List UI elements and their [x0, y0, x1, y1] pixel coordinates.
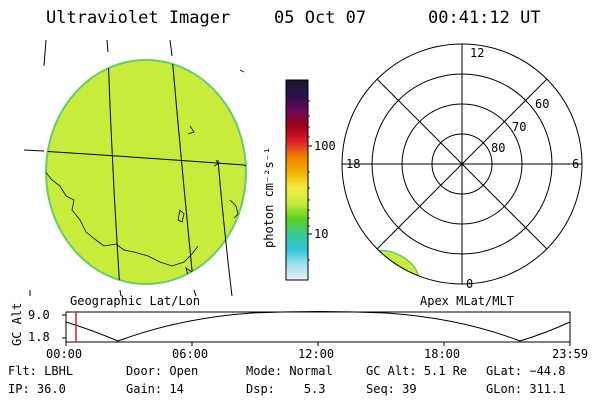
altitude-plot [62, 311, 571, 346]
colorbar-rect [285, 79, 309, 281]
polar-panel [341, 43, 583, 285]
mlt-label-0: 0 [466, 277, 474, 291]
apex-caption: Apex MLat/MLT [420, 294, 514, 308]
geographic-panel [23, 39, 247, 297]
colorbar [285, 79, 312, 281]
colorbar-tick-10: 10 [314, 227, 329, 241]
info-mode: Mode: Normal [246, 364, 333, 378]
colorbar-tick-100: 100 [314, 139, 336, 153]
x-tick-1200: 12:00 [298, 347, 335, 361]
info-ip: IP: 36.0 [8, 382, 66, 396]
x-tick-1800: 18:00 [424, 347, 461, 361]
y-tick-1-8: 1.8 [28, 330, 50, 344]
auroral-image-disk [45, 59, 247, 285]
x-tick-2359: 23:59 [552, 347, 589, 361]
info-seq: Seq: 39 [366, 382, 417, 396]
info-door: Door: Open [126, 364, 199, 378]
x-tick-0600: 06:00 [172, 347, 209, 361]
geographic-caption: Geographic Lat/Lon [70, 294, 201, 308]
lat-label-60: 60 [535, 97, 550, 111]
auroral-patch [369, 249, 419, 284]
gc-alt-axis-label: GC Alt [10, 302, 24, 346]
info-glat: GLat: −44.8 [486, 364, 566, 378]
y-tick-9: 9.0 [28, 308, 50, 322]
info-glon: GLon: 311.1 [486, 382, 566, 396]
info-flt: Flt: LBHL [8, 364, 74, 378]
lat-label-70: 70 [512, 120, 527, 134]
lat-lon-grid [46, 60, 245, 284]
mlt-label-6: 6 [572, 157, 580, 171]
lat-label-80: 80 [491, 141, 506, 155]
x-tick-0000: 00:00 [46, 347, 83, 361]
date-label: 05 Oct 07 [274, 8, 367, 28]
coastlines [46, 125, 219, 277]
instrument-title: Ultraviolet Imager [46, 8, 231, 28]
colorbar-unit-label: photon cm⁻²s⁻¹ [262, 146, 276, 248]
info-gain: Gain: 14 [126, 382, 184, 396]
mlt-label-18: 18 [346, 157, 361, 171]
info-dsp: Dsp: 5.3 [246, 382, 326, 396]
mlt-label-12: 12 [470, 46, 485, 60]
time-label: 00:41:12 UT [428, 8, 541, 28]
info-gc-alt: GC Alt: 5.1 Re [366, 364, 468, 378]
altitude-curve [65, 311, 571, 342]
